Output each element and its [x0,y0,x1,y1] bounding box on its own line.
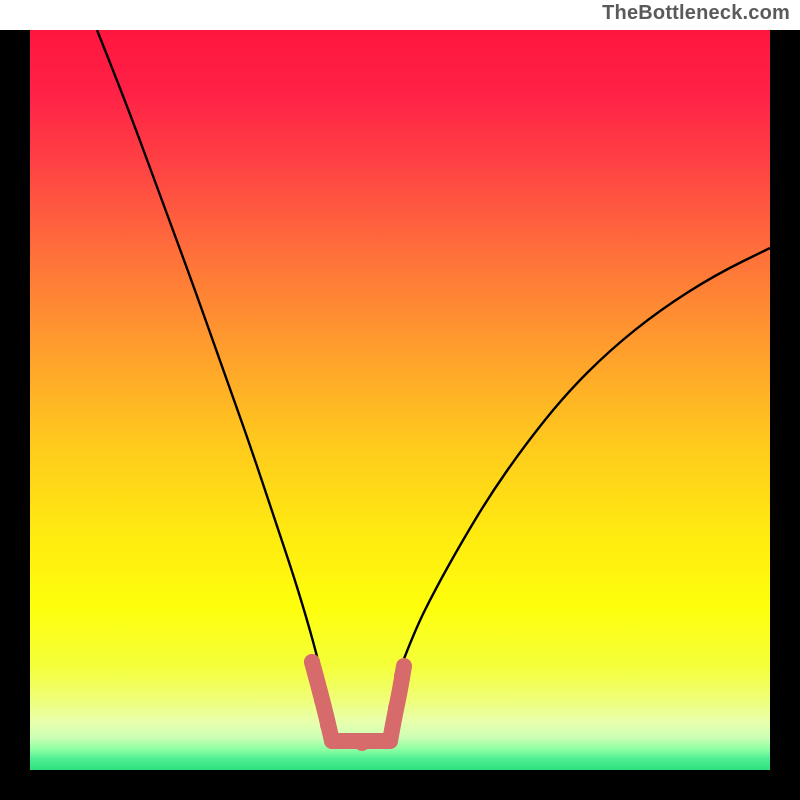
valley-dot [354,735,370,751]
plot-area [30,30,770,770]
valley-dot [394,668,410,684]
valley-dot [304,654,320,670]
valley-dot [320,717,336,733]
chart-container: TheBottleneck.com [0,0,800,800]
valley-dot [314,692,330,708]
valley-dot [326,733,342,749]
watermark-text: TheBottleneck.com [602,2,790,25]
valley-dot [380,733,396,749]
valley-dot [388,700,404,716]
plot-frame [0,30,800,800]
plot-svg [30,30,770,770]
